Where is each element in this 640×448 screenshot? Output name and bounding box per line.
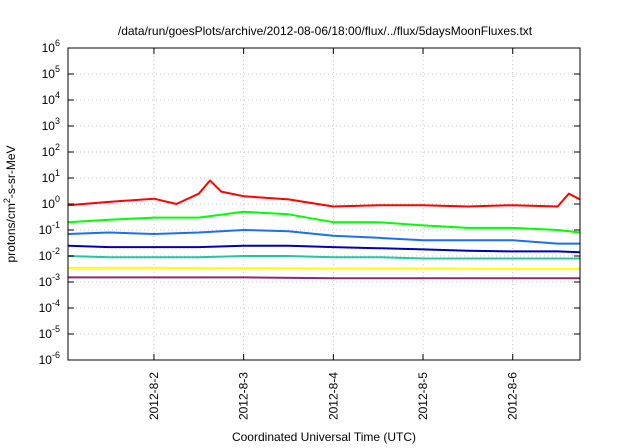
series-line-3 bbox=[67, 229, 580, 245]
series-line-7 bbox=[68, 276, 580, 280]
y-tick-label: 103 bbox=[42, 116, 60, 133]
y-tick-label: 101 bbox=[42, 168, 60, 185]
y-tick-label: 100 bbox=[42, 194, 60, 211]
series-line-4 bbox=[67, 244, 581, 254]
y-axis-label: protons/cm2-s-sr-MeV bbox=[2, 145, 18, 262]
x-tick-label: 2012-8-6 bbox=[506, 372, 520, 420]
y-tick-label: 102 bbox=[42, 142, 60, 159]
y-tick-label: 105 bbox=[42, 64, 60, 81]
series-line-6 bbox=[68, 266, 580, 270]
y-tick-label: 10-2 bbox=[39, 246, 60, 263]
x-tick-label: 2012-8-2 bbox=[147, 372, 161, 420]
series-line-1 bbox=[67, 179, 581, 208]
chart-title: /data/run/goesPlots/archive/2012-08-06/1… bbox=[118, 24, 533, 38]
y-tick-label: 10-5 bbox=[39, 324, 60, 341]
series-line-2 bbox=[67, 210, 581, 234]
series-line-5 bbox=[67, 255, 580, 260]
y-tick-label: 10-1 bbox=[39, 220, 60, 237]
x-axis-label: Coordinated Universal Time (UTC) bbox=[232, 430, 416, 444]
ticks: 10-6 10-5 10-4 10-3 10-2 10-1 100 101 102 103 104 1… bbox=[39, 38, 580, 420]
x-tick-label: 2012-8-3 bbox=[237, 372, 251, 420]
series-group bbox=[67, 179, 581, 280]
y-tick-label: 106 bbox=[42, 38, 60, 55]
y-tick-label: 10-4 bbox=[39, 298, 60, 315]
y-axis-label-text: protons/cm2-s-sr-MeV bbox=[2, 145, 18, 262]
x-tick-label: 2012-8-4 bbox=[326, 372, 340, 420]
y-tick-label: 10-3 bbox=[39, 272, 60, 289]
y-tick-label: 104 bbox=[42, 90, 60, 107]
grid bbox=[68, 48, 580, 360]
x-tick-label: 2012-8-5 bbox=[416, 372, 430, 420]
y-tick-label: 10-6 bbox=[39, 350, 60, 367]
